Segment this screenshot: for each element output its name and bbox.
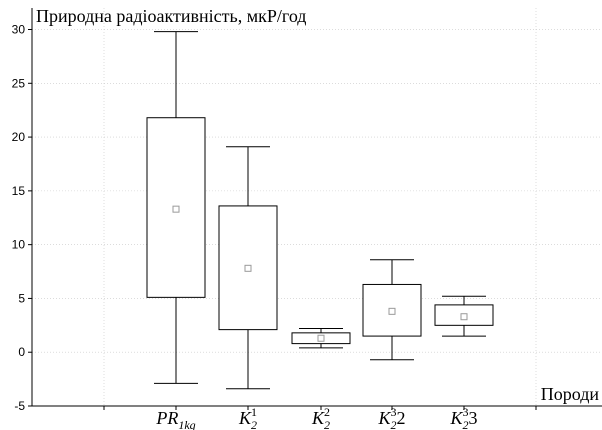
ticks-layer: -5 0 5 10 15 20 25 30 PR1kg K21 K22 K232 K233 [12,23,537,430]
mean-marker [460,313,468,321]
y-tick-label: -5 [14,399,25,413]
y-tick-label: 20 [12,130,26,144]
y-axis-title: Природна радіоактивність, мкР/год [36,6,306,26]
grid-layer [32,8,602,406]
y-tick-label: 30 [12,23,26,37]
x-category-label: K232 [377,405,405,430]
x-category-label: K233 [449,405,477,430]
y-tick-label: 25 [12,76,26,90]
mean-marker [172,205,180,213]
x-category-label: PR1kg [155,408,195,430]
x-category-label: K21 [238,405,257,430]
axes-layer [31,8,602,407]
x-axis-title: Породи [541,384,600,404]
boxes-layer [146,31,494,390]
y-tick-label: 0 [18,345,25,359]
y-tick-label: 15 [12,184,26,198]
mean-marker [317,334,325,342]
y-tick-label: 10 [12,238,26,252]
y-tick-label: 5 [18,291,25,305]
mean-marker [388,307,396,315]
x-category-label: K22 [311,405,330,430]
mean-marker [244,264,252,272]
